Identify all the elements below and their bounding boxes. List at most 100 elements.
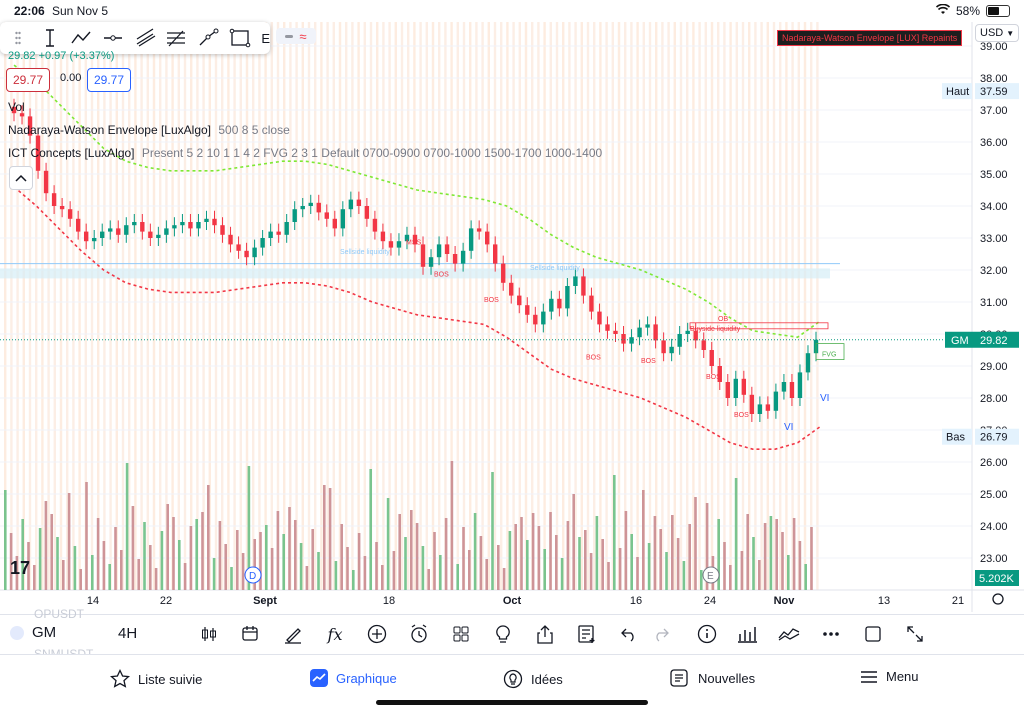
horizontal-line-icon[interactable] xyxy=(99,23,127,53)
session-stripe xyxy=(41,22,44,590)
compare-lines-icon[interactable] xyxy=(776,621,802,647)
candle-body xyxy=(725,382,730,398)
drag-handle-icon[interactable] xyxy=(4,23,32,53)
ict-annotation: BOS xyxy=(706,374,721,381)
volume-bar xyxy=(259,532,262,590)
volume-bar xyxy=(392,551,396,590)
fullscreen-icon[interactable] xyxy=(902,621,928,647)
candle-body xyxy=(380,231,386,242)
redo-icon[interactable] xyxy=(648,621,674,647)
hilo-value-bg xyxy=(975,83,1019,100)
rectangle-icon[interactable] xyxy=(226,23,254,53)
session-stripe xyxy=(531,22,534,590)
candle-body xyxy=(300,206,305,210)
legend-ict-params: Present 5 2 10 1 1 4 2 FVG 2 3 1 Default… xyxy=(141,146,603,160)
hilo-value: 26.79 xyxy=(980,432,1008,444)
session-stripe xyxy=(766,22,769,590)
add-note-icon[interactable] xyxy=(574,621,600,647)
ict-annotation: OB xyxy=(718,316,728,323)
legend-volume[interactable]: Vol xyxy=(8,100,25,114)
session-stripe xyxy=(121,22,125,590)
nav-chart[interactable]: Graphique xyxy=(310,669,397,687)
currency-selector[interactable]: USD ▼ xyxy=(975,24,1020,42)
path-icon[interactable] xyxy=(194,23,222,53)
fib-icon[interactable] xyxy=(162,23,190,53)
session-stripe xyxy=(190,22,193,590)
cursor-icon[interactable] xyxy=(36,23,64,53)
candle-body xyxy=(653,324,658,341)
lightbulb-icon[interactable] xyxy=(490,621,516,647)
candle-body xyxy=(589,295,594,312)
symbol-selector[interactable]: GM xyxy=(10,624,56,641)
replay-calendar-icon[interactable] xyxy=(238,621,264,647)
session-stripe xyxy=(462,22,466,590)
trend-line-icon[interactable] xyxy=(67,23,95,53)
sell-price-button[interactable]: 29.77 xyxy=(6,68,51,92)
candle-body xyxy=(116,228,121,235)
indicators-fx-icon[interactable]: fx xyxy=(327,624,343,644)
interval-selector[interactable]: 4H xyxy=(118,625,138,642)
info-icon[interactable] xyxy=(694,621,720,647)
session-stripe xyxy=(171,22,174,590)
session-stripe xyxy=(78,22,81,590)
financials-bar-icon[interactable] xyxy=(734,621,760,647)
brush-icon[interactable] xyxy=(280,621,306,647)
session-stripe xyxy=(692,22,695,590)
session-stripe xyxy=(376,22,379,590)
volume-bar xyxy=(224,544,227,590)
dividend-badge xyxy=(244,566,262,584)
layout-square-icon[interactable] xyxy=(860,621,886,647)
candle-body xyxy=(180,222,185,226)
dash-icon xyxy=(285,34,294,38)
candle-body xyxy=(557,298,562,309)
templates-grid-icon[interactable] xyxy=(448,621,474,647)
volume-bar xyxy=(62,560,65,590)
candle-body xyxy=(412,234,418,245)
candle-body xyxy=(581,276,586,296)
chart-type-candles-icon[interactable] xyxy=(196,621,222,647)
volume-bar xyxy=(798,541,802,590)
session-stripe xyxy=(407,22,410,590)
candle-body xyxy=(661,340,666,354)
session-stripe xyxy=(332,22,335,590)
volume-bar xyxy=(560,558,564,590)
session-stripe xyxy=(506,22,509,590)
collapse-legend-button[interactable] xyxy=(9,166,33,190)
volume-bar xyxy=(763,523,767,590)
undo-icon[interactable] xyxy=(616,621,642,647)
alarm-icon[interactable] xyxy=(406,621,432,647)
nav-menu[interactable]: Menu xyxy=(860,669,919,684)
volume-bar xyxy=(282,534,285,590)
legend-nwe[interactable]: Nadaraya-Watson Envelope [LuxAlgo] 500 8… xyxy=(8,123,290,137)
add-plus-icon[interactable] xyxy=(364,621,390,647)
volume-bar xyxy=(613,475,616,590)
session-stripe xyxy=(537,22,540,590)
more-icon[interactable] xyxy=(818,621,844,647)
candle-body xyxy=(749,394,755,414)
x-tick-label: Oct xyxy=(503,595,522,607)
nav-watchlist[interactable]: Liste suivie xyxy=(110,669,202,689)
y-tick-label: 33.00 xyxy=(980,233,1008,245)
candle-body xyxy=(51,193,57,206)
legend-ict[interactable]: ICT Concepts [LuxAlgo] Present 5 2 10 1 … xyxy=(8,146,602,160)
y-tick-label: 32.00 xyxy=(980,265,1008,277)
session-stripe xyxy=(673,22,676,590)
nav-ideas[interactable]: Idées xyxy=(503,669,563,689)
channel-icon[interactable] xyxy=(131,23,159,53)
compare-indicator[interactable]: ≈ xyxy=(276,28,316,44)
buy-price-button[interactable]: 29.77 xyxy=(87,68,132,92)
price-chart[interactable]: 39.00 38.00 37.00 36.00 35.00 34.00 33.00 32.00… xyxy=(0,22,1024,612)
volume-bar xyxy=(96,518,100,590)
session-stripe xyxy=(810,22,813,590)
candle-body xyxy=(268,231,273,238)
candle-body xyxy=(549,298,554,312)
candle-body xyxy=(196,222,201,229)
volume-bar xyxy=(502,568,506,590)
volume-bar xyxy=(201,512,204,590)
session-stripe xyxy=(72,22,75,590)
volume-bar xyxy=(787,555,790,590)
volume-bar xyxy=(160,531,164,590)
share-icon[interactable] xyxy=(532,621,558,647)
candle-body xyxy=(805,353,811,373)
nav-news[interactable]: Nouvelles xyxy=(670,669,755,687)
